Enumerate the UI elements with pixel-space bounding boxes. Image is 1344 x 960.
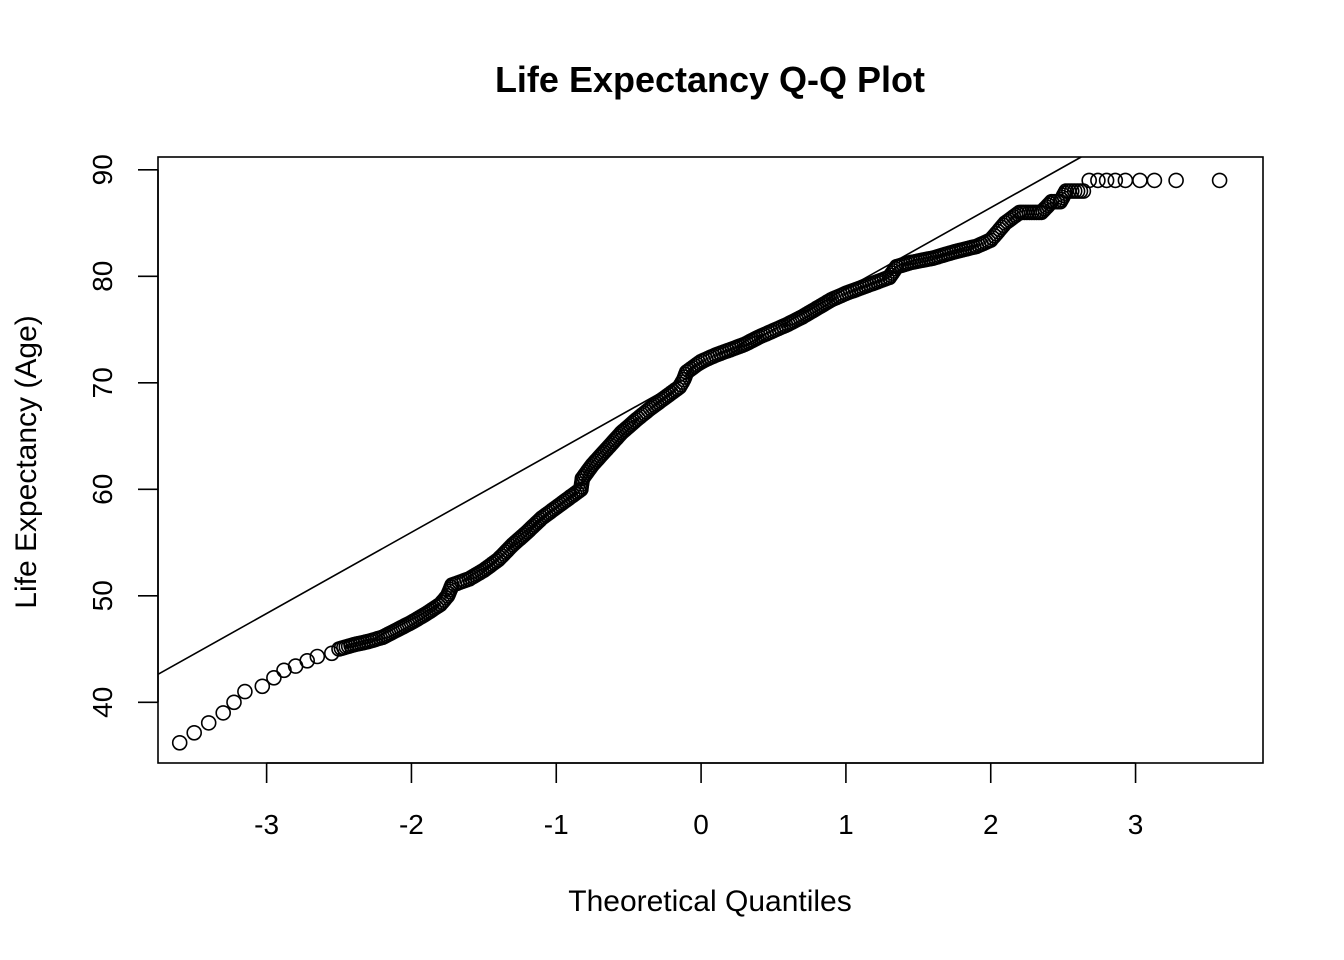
data-point	[1132, 172, 1148, 189]
x-tick-label: -2	[399, 809, 424, 840]
y-axis: 40 50 60 70 80 90	[87, 154, 159, 718]
y-tick-label: 80	[87, 261, 118, 292]
data-point	[1090, 172, 1106, 189]
y-tick-label: 70	[87, 367, 118, 398]
x-tick-label: 2	[983, 809, 999, 840]
data-point	[171, 734, 188, 751]
x-tick-label: -3	[254, 809, 279, 840]
data-point	[200, 715, 217, 731]
data-points-group	[171, 172, 1228, 751]
x-tick-label: -1	[544, 809, 569, 840]
x-axis-label: Theoretical Quantiles	[568, 885, 851, 918]
data-point	[186, 724, 202, 741]
chart-title: Life Expectancy Q-Q Plot	[495, 59, 925, 100]
y-axis-label: Life Expectancy (Age)	[10, 315, 43, 608]
data-point	[1146, 172, 1163, 189]
y-tick-label: 60	[87, 474, 118, 505]
data-point	[215, 705, 231, 721]
data-point	[226, 694, 242, 711]
data-point	[266, 669, 282, 686]
x-axis: -3 -2 -1 0 1 2 3	[254, 762, 1144, 840]
y-tick-label: 50	[87, 580, 118, 611]
data-point	[254, 678, 271, 695]
plot-frame	[157, 156, 1264, 764]
data-point	[309, 648, 326, 665]
y-tick-label: 90	[87, 154, 118, 185]
data-point	[1168, 172, 1184, 189]
x-tick-label: 0	[693, 809, 709, 840]
reference-line-group	[157, 156, 1082, 676]
data-point	[299, 652, 316, 669]
y-tick-label: 40	[87, 687, 118, 718]
qq-reference-line	[157, 156, 1082, 676]
data-point	[1098, 172, 1115, 189]
data-point	[1081, 172, 1097, 189]
data-point	[1107, 172, 1124, 189]
data-point	[1211, 172, 1228, 189]
data-point	[237, 683, 253, 700]
x-tick-label: 3	[1128, 809, 1144, 840]
data-point	[1117, 172, 1134, 189]
x-tick-label: 1	[838, 809, 854, 840]
